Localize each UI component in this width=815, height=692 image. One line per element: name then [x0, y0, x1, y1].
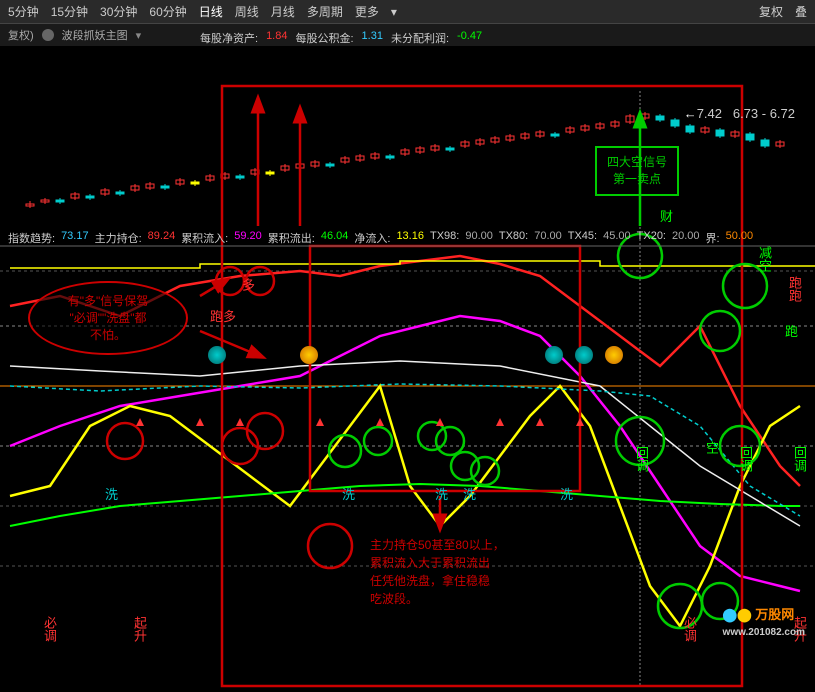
refresh-icon-3[interactable]: [575, 346, 593, 364]
time-tab[interactable]: 5分钟: [8, 3, 39, 20]
watermark: ⬤⬤ 万股网 www.201082.com: [723, 604, 805, 638]
time-tab[interactable]: 日线: [199, 3, 223, 20]
price-range: 6.73 - 6.72: [733, 106, 795, 121]
char-xi3: 洗: [463, 484, 476, 503]
char-bitiao2: 必调: [680, 616, 699, 642]
char-xi5: 洗: [105, 484, 118, 503]
chart-title: 波段抓妖主图: [62, 27, 128, 43]
mode-label: 复权): [8, 27, 34, 43]
chart-area: ←7.42 6.73 - 6.72 指数趋势:73.17主力持仓:89.24累积…: [0, 46, 815, 646]
price-current: 7.42: [697, 106, 722, 121]
green-box-note: 四大空信号第一卖点: [595, 146, 679, 196]
time-tab[interactable]: 15分钟: [51, 3, 88, 20]
watermark-url: www.201082.com: [723, 627, 805, 638]
toolbar-right[interactable]: 叠: [795, 3, 807, 20]
char-pao: 跑: [785, 321, 798, 340]
char-huitiao3: 回调: [790, 446, 809, 472]
char-qisheng1: 起升: [130, 616, 149, 642]
dot-icon: [42, 29, 54, 41]
watermark-name: 万股网: [755, 607, 794, 622]
char-kong: 空: [702, 441, 721, 454]
red-strategy-note: 主力持仓50甚至80以上，累积流入大于累积流出任凭他洗盘，拿住稳稳吃波段。: [370, 536, 570, 608]
time-tab[interactable]: 周线: [235, 3, 259, 20]
time-tab[interactable]: 多周期: [307, 3, 343, 20]
time-tab[interactable]: 60分钟: [149, 3, 186, 20]
char-bitiao1: 必调: [40, 616, 59, 642]
char-xi2: 洗: [435, 484, 448, 503]
alert-icon[interactable]: [300, 346, 318, 364]
char-xi4: 洗: [560, 484, 573, 503]
time-toolbar: 5分钟 15分钟 30分钟 60分钟日线周线月线多周期更多 ▾ 复权叠: [0, 0, 815, 24]
char-duo: 多: [238, 278, 257, 291]
dropdown-icon[interactable]: ▾: [136, 29, 142, 42]
time-tab[interactable]: 30分钟: [100, 3, 137, 20]
price-tag: ←7.42 6.73 - 6.72: [684, 106, 795, 121]
char-huitiao2: 回调: [736, 446, 755, 472]
alert-icon-2[interactable]: [605, 346, 623, 364]
toolbar-right[interactable]: 复权: [759, 3, 783, 20]
more-icon[interactable]: ▾: [391, 5, 397, 19]
char-paoduo: 跑多: [210, 306, 236, 325]
indicator-line: 指数趋势:73.17主力持仓:89.24累积流入:59.20累积流出:46.04…: [8, 230, 753, 246]
char-huitiao1: 回调: [632, 446, 651, 472]
char-jiankong: 减空: [755, 246, 774, 272]
time-tab[interactable]: 月线: [271, 3, 295, 20]
char-paopao: 跑跑: [785, 276, 804, 302]
refresh-icon[interactable]: [208, 346, 226, 364]
char-cai: 财: [660, 206, 673, 225]
per-share-info: 每股净资产:1.84每股公积金:1.31未分配利润:-0.47: [200, 30, 482, 46]
char-xi1: 洗: [342, 484, 355, 503]
refresh-icon-2[interactable]: [545, 346, 563, 364]
time-tab[interactable]: 更多: [355, 3, 379, 20]
red-bubble-note: 有"多"信号保驾"必调""洗盘"都不怕。: [28, 281, 188, 355]
